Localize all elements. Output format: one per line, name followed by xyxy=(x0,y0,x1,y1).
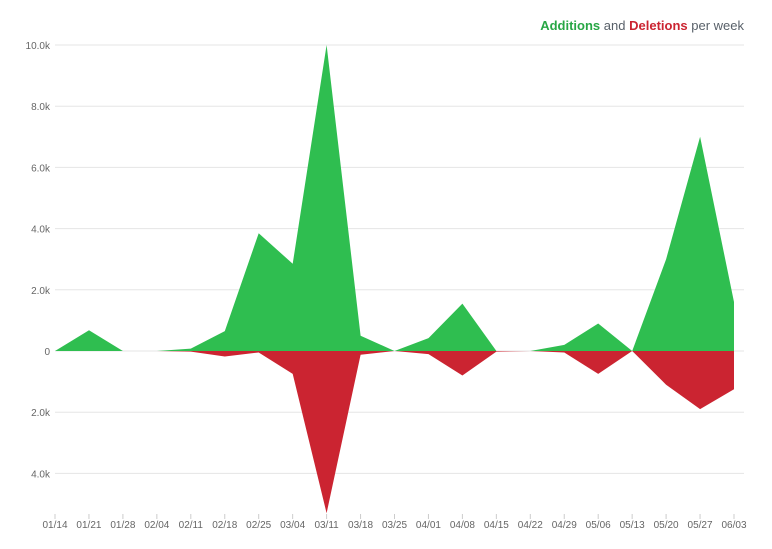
x-tick-label: 03/04 xyxy=(280,520,305,531)
x-tick-label: 05/06 xyxy=(586,520,611,531)
y-tick-label: 10.0k xyxy=(26,41,51,52)
x-tick-label: 03/18 xyxy=(348,520,373,531)
x-tick-label: 04/15 xyxy=(484,520,509,531)
x-axis: 01/14 01/21 01/28 02/04 02/11 02/18 02/25 03/04… xyxy=(42,514,747,531)
chart-legend: Additions and Deletions per week xyxy=(540,18,744,33)
additions-area xyxy=(55,45,734,351)
x-tick-label: 05/13 xyxy=(620,520,645,531)
x-tick-label: 01/28 xyxy=(110,520,135,531)
y-tick-label: 8.0k xyxy=(31,102,51,113)
legend-deletions: Deletions xyxy=(629,18,688,33)
y-tick-label: 4.0k xyxy=(31,469,51,480)
y-tick-label: 2.0k xyxy=(31,408,51,419)
x-tick-label: 04/08 xyxy=(450,520,475,531)
x-tick-label: 01/14 xyxy=(42,520,67,531)
y-tick-label: 6.0k xyxy=(31,163,51,174)
x-tick-label: 06/03 xyxy=(721,520,746,531)
deletions-area xyxy=(55,351,734,514)
x-tick-label: 05/20 xyxy=(654,520,679,531)
x-tick-label: 02/18 xyxy=(212,520,237,531)
legend-and: and xyxy=(603,18,626,33)
grid-layer xyxy=(55,44,744,474)
legend-additions: Additions xyxy=(540,18,601,33)
x-tick-label: 04/01 xyxy=(416,520,441,531)
legend-suffix: per week xyxy=(691,18,744,33)
x-tick-label: 03/11 xyxy=(314,520,339,531)
y-tick-label: 2.0k xyxy=(31,286,51,297)
x-tick-label: 02/04 xyxy=(144,520,169,531)
x-tick-label: 02/25 xyxy=(246,520,271,531)
x-tick-label: 04/29 xyxy=(552,520,577,531)
y-tick-label: 0 xyxy=(44,347,50,358)
x-tick-label: 05/27 xyxy=(688,520,713,531)
x-tick-label: 02/11 xyxy=(179,520,204,531)
y-axis: 10.0k 8.0k 6.0k 4.0k 2.0k 0 2.0k 4.0k xyxy=(26,41,51,480)
y-tick-label: 4.0k xyxy=(31,225,51,236)
x-tick-label: 03/25 xyxy=(382,520,407,531)
x-tick-label: 01/21 xyxy=(76,520,101,531)
x-tick-label: 04/22 xyxy=(518,520,543,531)
area-layer xyxy=(55,45,734,514)
